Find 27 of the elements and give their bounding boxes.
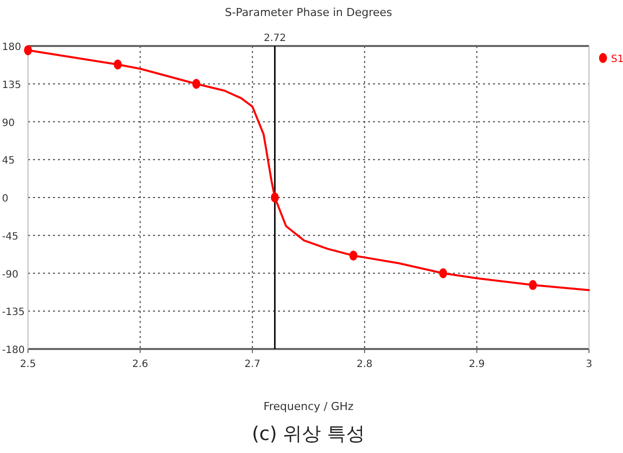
point [114, 60, 122, 70]
y-tick-label: -135 [2, 307, 25, 318]
x-tick-label: 3 [586, 359, 592, 370]
x-tick-label: 2.7 [244, 359, 260, 370]
point [24, 45, 32, 56]
ref-line-label: 2.72 [264, 33, 286, 44]
y-tick-label: 135 [2, 80, 22, 91]
y-tick-label: -90 [2, 269, 18, 280]
y-tick-label: 0 [2, 194, 8, 204]
point [349, 250, 358, 261]
x-tick-label: 2.5 [20, 359, 36, 370]
x-tick-label: 2.9 [468, 359, 485, 370]
y-tick-label: 180 [2, 42, 22, 53]
text: (c) 위상 특성 [252, 423, 366, 445]
x-tick-label: 2.8 [356, 359, 373, 370]
point [270, 192, 279, 202]
legend-label: S1 [611, 54, 623, 65]
y-tick-label: -45 [2, 231, 18, 242]
point [192, 78, 200, 89]
point [439, 268, 448, 278]
x-axis-title: Frequency / GHz [263, 400, 354, 413]
y-tick-label: 45 [2, 156, 15, 167]
point [528, 280, 537, 290]
x-tick-label: 2.6 [132, 359, 148, 370]
y-tick-label: -180 [2, 345, 25, 356]
chart-title: S-Parameter Phase in Degrees [224, 6, 392, 19]
y-tick-label: 90 [2, 118, 15, 129]
